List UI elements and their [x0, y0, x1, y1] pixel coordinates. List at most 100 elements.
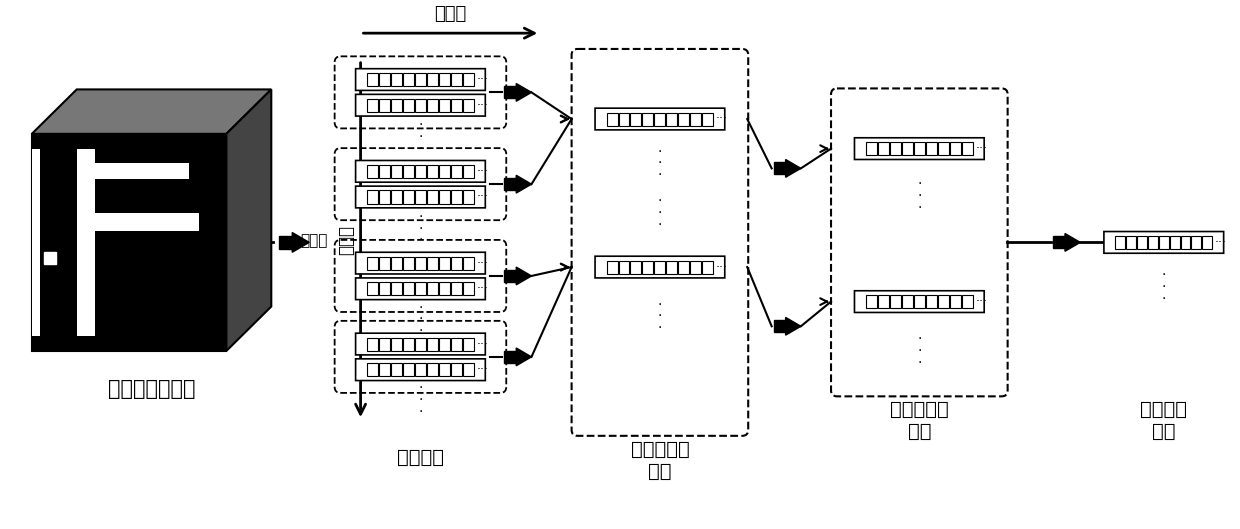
Bar [691, 261, 702, 273]
Bar [403, 73, 414, 86]
Bar [32, 149, 40, 336]
Polygon shape [516, 175, 532, 193]
Bar [415, 99, 425, 112]
Text: ···: ··· [476, 190, 489, 204]
Bar [427, 73, 438, 86]
Bar [463, 99, 474, 112]
Bar [379, 73, 391, 86]
Text: ·
·
·: · · · [918, 177, 921, 215]
Bar [1203, 236, 1213, 249]
Bar [878, 295, 889, 308]
Text: ·
·
·: · · · [657, 194, 662, 232]
Bar [642, 113, 653, 125]
Bar [439, 165, 450, 178]
Bar [463, 73, 474, 86]
Polygon shape [516, 267, 532, 285]
Text: ···: ··· [715, 261, 728, 273]
Text: ·
·
·: · · · [657, 144, 662, 182]
Bar [950, 142, 961, 155]
Bar [962, 295, 972, 308]
Bar [367, 363, 378, 376]
Polygon shape [1065, 233, 1080, 251]
Bar [655, 113, 666, 125]
Bar [774, 321, 786, 332]
Bar [379, 282, 391, 295]
Text: 原始光谱数据块: 原始光谱数据块 [108, 379, 196, 398]
Bar [391, 190, 402, 204]
Bar [403, 165, 414, 178]
Bar [77, 149, 94, 336]
Bar [451, 282, 461, 295]
Bar [391, 257, 402, 270]
Text: 空间维: 空间维 [300, 233, 327, 248]
Bar [451, 165, 461, 178]
Bar [439, 190, 450, 204]
Bar [379, 257, 391, 270]
Bar [630, 113, 641, 125]
Bar [439, 73, 450, 86]
FancyBboxPatch shape [854, 291, 985, 313]
Text: ···: ··· [476, 73, 489, 86]
Bar [655, 261, 666, 273]
Bar [914, 142, 925, 155]
Bar [937, 295, 949, 308]
Bar [92, 213, 198, 231]
Bar [606, 113, 618, 125]
Bar [901, 142, 913, 155]
Bar [427, 257, 438, 270]
Bar [606, 261, 618, 273]
Bar [1159, 236, 1169, 249]
Text: ·
·
·: · · · [418, 118, 423, 156]
Text: ···: ··· [975, 295, 987, 308]
Text: ···: ··· [1215, 236, 1226, 249]
Bar [642, 261, 653, 273]
Bar [463, 338, 474, 351]
Bar [619, 113, 630, 125]
Bar [463, 165, 474, 178]
Text: ·
·
·: · · · [657, 298, 662, 335]
Bar [415, 282, 425, 295]
FancyBboxPatch shape [356, 278, 485, 299]
Bar [379, 363, 391, 376]
FancyBboxPatch shape [356, 186, 485, 208]
Polygon shape [32, 89, 272, 134]
Bar [1126, 236, 1136, 249]
Bar [666, 113, 677, 125]
Bar [32, 134, 227, 351]
Bar [463, 190, 474, 204]
Bar [367, 99, 378, 112]
Bar [427, 99, 438, 112]
Polygon shape [516, 84, 532, 101]
Bar [391, 363, 402, 376]
Text: ···: ··· [975, 142, 987, 155]
Bar [403, 282, 414, 295]
Text: ·
·
·: · · · [918, 332, 921, 370]
FancyBboxPatch shape [356, 160, 485, 182]
Text: ···: ··· [476, 363, 489, 376]
Bar [1192, 236, 1202, 249]
Bar [1169, 236, 1179, 249]
Bar [415, 363, 425, 376]
FancyBboxPatch shape [356, 94, 485, 116]
Bar [439, 282, 450, 295]
Bar [439, 363, 450, 376]
Polygon shape [227, 89, 272, 351]
Text: 光谱维: 光谱维 [434, 5, 466, 23]
Bar [367, 257, 378, 270]
Bar [379, 338, 391, 351]
Bar [1180, 236, 1190, 249]
Bar [505, 351, 516, 363]
Bar [505, 86, 516, 98]
Bar [427, 363, 438, 376]
Bar [415, 73, 425, 86]
Bar [451, 73, 461, 86]
Bar [403, 257, 414, 270]
Bar [691, 113, 702, 125]
Bar [391, 338, 402, 351]
Bar [619, 261, 630, 273]
FancyBboxPatch shape [1104, 232, 1224, 253]
Bar [415, 165, 425, 178]
Text: ···: ··· [476, 165, 489, 178]
Bar [666, 261, 677, 273]
Bar [950, 295, 961, 308]
